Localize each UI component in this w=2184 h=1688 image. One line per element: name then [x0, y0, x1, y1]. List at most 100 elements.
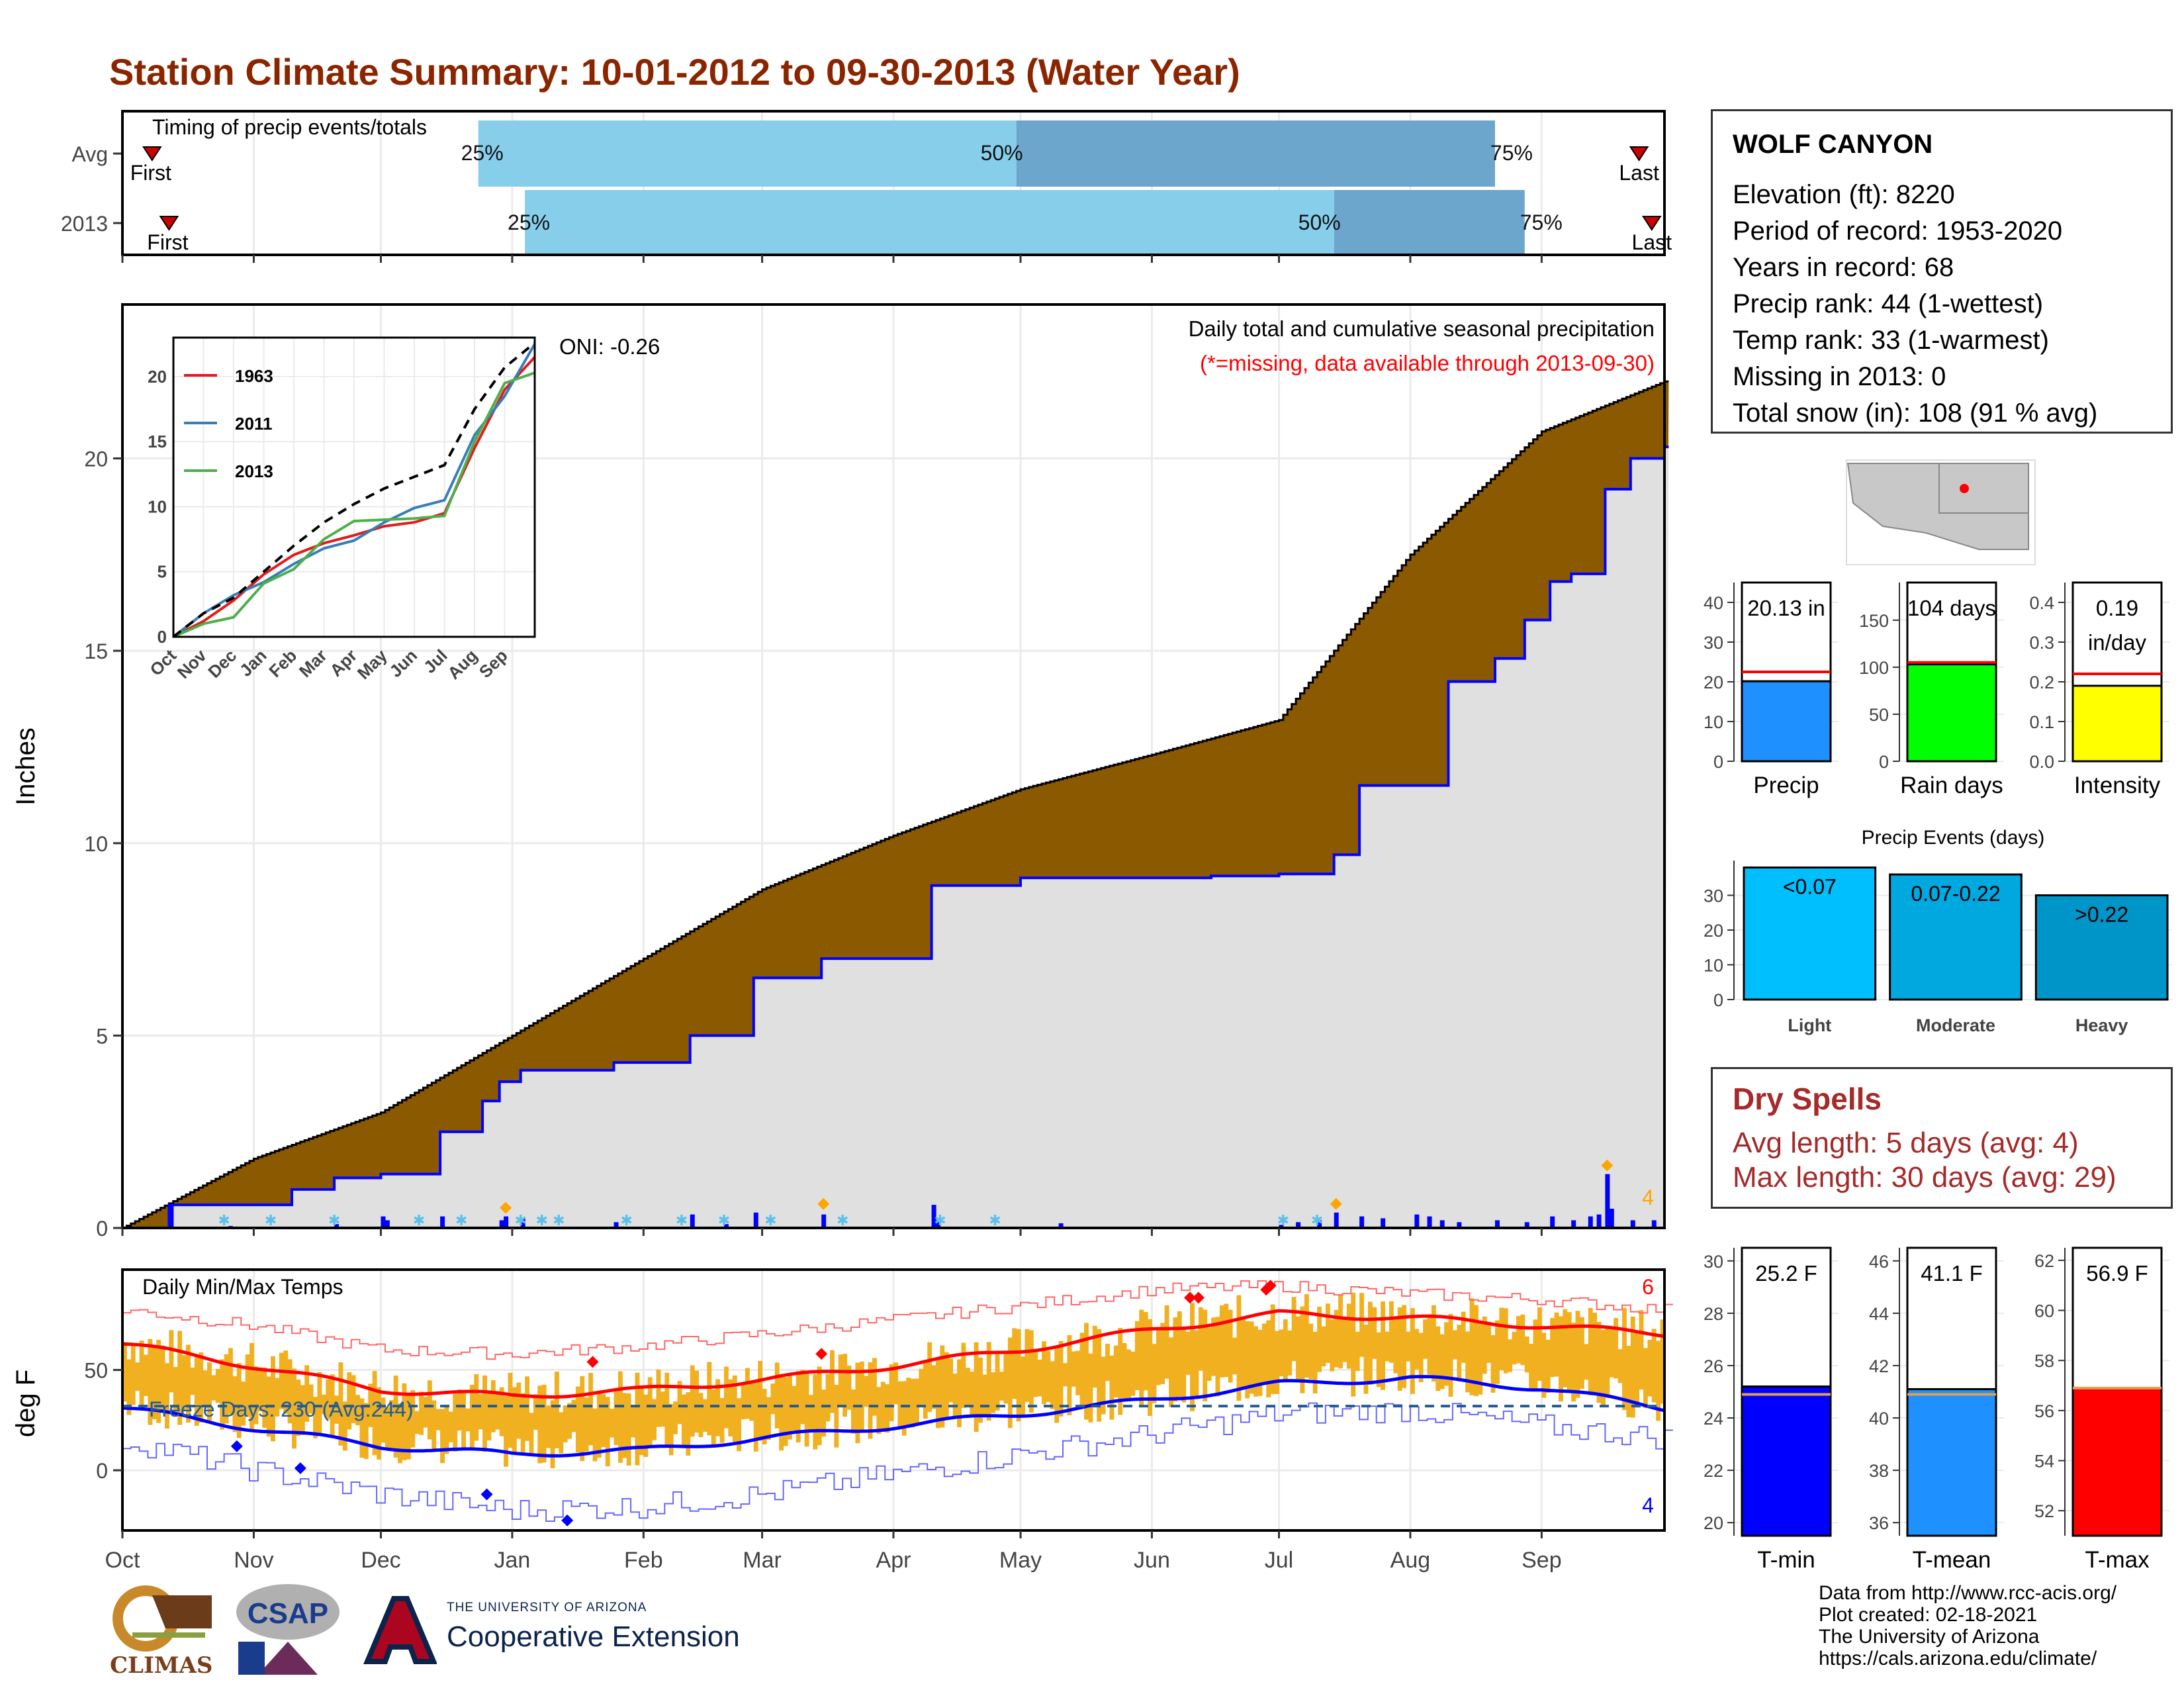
daily-temp-bar [864, 1376, 869, 1407]
daily-temp-bar [660, 1391, 665, 1427]
mini-y-tick: 0 [1713, 752, 1723, 772]
daily-temp-bar [846, 1365, 852, 1410]
daily-temp-bar [1177, 1311, 1182, 1399]
daily-temp-bar [359, 1398, 365, 1458]
mini-y-tick: 42 [1869, 1356, 1889, 1376]
daily-temp-bar [1330, 1319, 1335, 1372]
record-low-marker [480, 1488, 493, 1501]
daily-temp-bar [829, 1350, 835, 1413]
daily-temp-bar [1512, 1331, 1517, 1365]
daily-temp-bar [668, 1403, 674, 1456]
mini-y-tick: 36 [1869, 1513, 1889, 1533]
daily-temp-bar [1071, 1351, 1076, 1387]
daily-temp-bar [592, 1408, 598, 1462]
daily-temp-bar [406, 1393, 411, 1460]
daily-temp-bar [1617, 1349, 1623, 1383]
daily-temp-bar [1194, 1330, 1199, 1399]
station-precip-rank: Precip rank: 44 (1-wettest) [1733, 289, 2044, 318]
y-tick-label: 0 [96, 1459, 108, 1483]
daily-temp-bar [732, 1375, 737, 1442]
daily-temp-bar [1169, 1337, 1173, 1407]
daily-precip-bar [1550, 1216, 1555, 1228]
daily-temp-bar [719, 1397, 725, 1443]
daily-temp-bar [617, 1371, 623, 1463]
mini-bar-top-box [1906, 1246, 1997, 1391]
daily-temp-bar [1109, 1355, 1115, 1420]
daily-temp-bar [465, 1408, 471, 1432]
daily-precip-bar [1596, 1214, 1602, 1228]
daily-temp-bar [1245, 1321, 1250, 1399]
daily-temp-bar [1312, 1331, 1318, 1394]
snow-marker: ✱ [1311, 1212, 1323, 1229]
mini-bar-value-label: 0.19 [2096, 596, 2138, 620]
daily-temp-bar [677, 1381, 682, 1425]
daily-temp-bar [580, 1376, 585, 1462]
daily-temp-bar [876, 1387, 882, 1434]
daily-temp-bar [563, 1405, 568, 1442]
daily-temp-bar [156, 1339, 161, 1423]
daily-temp-bar [1524, 1336, 1529, 1373]
daily-temp-bar [440, 1409, 445, 1464]
daily-temp-bar [372, 1371, 377, 1456]
x-tick-label: Jul [1265, 1548, 1293, 1573]
daily-temp-bar [1046, 1350, 1051, 1403]
daily-temp-bar [1033, 1350, 1038, 1397]
daily-temp-bar [1275, 1331, 1279, 1395]
daily-temp-bar [504, 1396, 508, 1467]
mini-bar-category: T-mean [1913, 1547, 1991, 1573]
daily-precip-bar [499, 1220, 504, 1228]
daily-temp-bar [770, 1383, 776, 1415]
daily-temp-bar [275, 1378, 280, 1417]
daily-temp-bar [1079, 1333, 1085, 1408]
mini-bar-value [1741, 1385, 1832, 1537]
daily-temp-bar [1351, 1292, 1356, 1397]
daily-temp-bar [610, 1409, 615, 1438]
event-bar-label: <0.07 [1783, 875, 1837, 899]
mini-bar-value [1906, 1388, 1997, 1537]
snow-marker: ✱ [1277, 1212, 1289, 1229]
timing-row-label: Avg [71, 142, 108, 166]
mini-bar-category: Rain days [1900, 773, 2003, 798]
daily-temp-bar [1414, 1329, 1420, 1370]
daily-precip-bar [931, 1205, 936, 1228]
y-tick-label: 0 [96, 1217, 108, 1241]
daily-temp-bar [745, 1368, 750, 1419]
mini-y-tick: 20 [1704, 673, 1723, 692]
daily-temp-bar [130, 1345, 136, 1405]
daily-temp-bar [1563, 1309, 1568, 1387]
station-info-box: WOLF CANYON Elevation (ft): 8220 Period … [1711, 109, 2173, 434]
daily-temp-bar [588, 1373, 594, 1446]
mini-y-tick: 22 [1704, 1461, 1723, 1481]
daily-temp-bar [1211, 1317, 1216, 1376]
daily-precip-bar [1588, 1216, 1593, 1228]
mini-y-tick: 0.1 [2029, 712, 2054, 732]
record-high-marker [1264, 1280, 1277, 1292]
snow-marker: ✱ [535, 1212, 547, 1229]
page-title: Station Climate Summary: 10-01-2012 to 0… [109, 51, 1240, 93]
first-event-marker [142, 146, 162, 162]
snow-marker: ✱ [934, 1212, 946, 1229]
x-tick-label: May [999, 1548, 1042, 1573]
daily-temp-bar [567, 1403, 572, 1439]
daily-temp-bar [1021, 1356, 1025, 1415]
daily-temp-bar [656, 1370, 661, 1427]
daily-temp-bar [1457, 1325, 1462, 1382]
mini-bar-top-box [1906, 581, 1997, 666]
daily-temp-bar [321, 1394, 326, 1415]
daily-precip-bar [520, 1218, 525, 1228]
daily-temp-bar [432, 1400, 437, 1451]
timing-pct-label: 75% [1490, 141, 1533, 165]
daily-temp-bar [1028, 1330, 1034, 1413]
csap-logo-icon: CSAP [236, 1584, 340, 1675]
daily-temp-bar [681, 1394, 686, 1448]
daily-temp-bar [250, 1342, 254, 1431]
daily-temp-bar [1533, 1319, 1538, 1390]
daily-temp-bar [584, 1397, 589, 1452]
timing-pct-label: 25% [461, 141, 504, 165]
daily-precip-bar [1359, 1216, 1365, 1228]
daily-temp-bar [1545, 1339, 1551, 1393]
daily-temp-bar [940, 1345, 945, 1428]
record-precip-marker [817, 1197, 830, 1210]
daily-temp-bar [1266, 1320, 1271, 1398]
